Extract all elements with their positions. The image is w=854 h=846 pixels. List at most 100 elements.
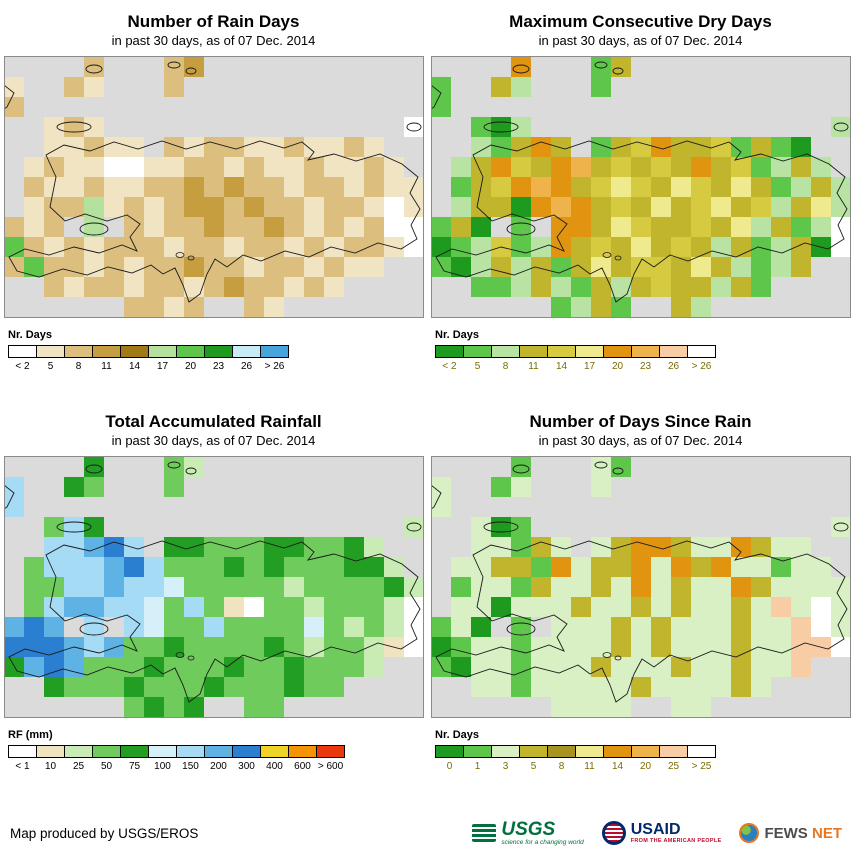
raster-cell (323, 556, 344, 577)
raster-cell (183, 216, 204, 237)
raster-cell (610, 236, 631, 257)
raster-cell (23, 176, 44, 197)
raster-cell (570, 176, 591, 197)
raster-cell (550, 596, 571, 617)
raster-cell (143, 596, 164, 617)
raster-cell (810, 176, 831, 197)
raster-cell (243, 696, 264, 717)
legend-label: 14 (611, 760, 624, 772)
raster-cell (243, 216, 264, 237)
raster-cell (163, 576, 184, 597)
raster-cell (263, 296, 284, 317)
raster-cell (263, 136, 284, 157)
legend-class: 3 (491, 744, 520, 772)
raster-cell (323, 236, 344, 257)
raster-cell (510, 656, 531, 677)
raster-cell (363, 156, 384, 177)
raster-cell (550, 136, 571, 157)
legend-strip: < 2 5 8 11 14 17 20 23 26 > 26 (435, 344, 851, 372)
usaid-tagline: FROM THE AMERICAN PEOPLE (630, 838, 722, 844)
raster-cell (470, 636, 491, 657)
raster-cell (323, 576, 344, 597)
raster-cell (63, 136, 84, 157)
raster-cell (810, 596, 831, 617)
fewsnet-wordmark-net: NET (812, 824, 842, 842)
raster-cell (43, 536, 64, 557)
raster-cell (383, 616, 404, 637)
raster-cell (143, 216, 164, 237)
raster-cell (690, 616, 711, 637)
legend-swatch (631, 344, 660, 358)
raster-cell (790, 636, 811, 657)
raster-cell (710, 216, 731, 237)
raster-cell (590, 696, 611, 717)
raster-cell (650, 656, 671, 677)
raster-cell (163, 636, 184, 657)
raster-cell (670, 636, 691, 657)
legend-class: 23 (204, 344, 233, 372)
legend-title: Nr. Days (8, 328, 53, 341)
raster-cell (610, 216, 631, 237)
legend-label: 17 (156, 360, 169, 372)
raster-cell (490, 596, 511, 617)
legend-swatch (687, 744, 716, 758)
legend-class: 11 (92, 344, 121, 372)
raster-cell (570, 296, 591, 317)
raster-cell (323, 536, 344, 557)
raster-cell (630, 616, 651, 637)
raster-cell (263, 576, 284, 597)
raster-cell (630, 256, 651, 277)
raster-cell (470, 516, 491, 537)
raster-cell (103, 276, 124, 297)
raster-cell (23, 576, 44, 597)
legend-swatch (8, 344, 37, 358)
raster-cell (510, 116, 531, 137)
raster-cell (431, 476, 451, 497)
raster-cell (630, 276, 651, 297)
raster-cell (650, 256, 671, 277)
raster-cell (163, 276, 184, 297)
raster-cell (670, 196, 691, 217)
raster-cell (243, 256, 264, 277)
raster-cell (123, 676, 144, 697)
legend-swatch (148, 344, 177, 358)
raster-cell (103, 176, 124, 197)
legend-label: 400 (266, 760, 283, 772)
legend-label: 14 (128, 360, 141, 372)
raster-cell (431, 256, 451, 277)
legend-swatch (435, 344, 464, 358)
raster-cell (343, 576, 364, 597)
legend-swatch (491, 744, 520, 758)
raster-cell (710, 596, 731, 617)
raster-cell (263, 616, 284, 637)
raster-cell (283, 276, 304, 297)
panel-total-rainfall: Total Accumulated Rainfall in past 30 da… (0, 404, 427, 804)
legend-strip: 0 1 3 5 8 11 14 20 25 > 25 (435, 744, 851, 772)
raster-cell (183, 56, 204, 77)
raster-cell (690, 156, 711, 177)
usgs-wordmark: USGS (501, 819, 556, 840)
legend-label: 300 (238, 760, 255, 772)
raster-cell (103, 256, 124, 277)
raster-cell (143, 636, 164, 657)
map-credit: Map produced by USGS/EROS (10, 825, 199, 841)
legend-label: 100 (154, 760, 171, 772)
raster-cell (43, 576, 64, 597)
legend-label: 25 (72, 760, 85, 772)
raster-cell (203, 196, 224, 217)
raster-cell (670, 296, 691, 317)
legend-class: > 600 (316, 744, 345, 772)
raster-cell (830, 216, 850, 237)
raster-cell (63, 176, 84, 197)
legend-class: 25 (659, 744, 688, 772)
raster-cell (203, 656, 224, 677)
raster-cell (223, 636, 244, 657)
raster-cell (123, 536, 144, 557)
raster-cell (510, 256, 531, 277)
raster-cell (750, 156, 771, 177)
raster-cell (283, 656, 304, 677)
raster-cell (730, 256, 751, 277)
usaid-logo: USAID FROM THE AMERICAN PEOPLE (601, 821, 722, 845)
raster-cell (570, 696, 591, 717)
raster-cell (83, 576, 104, 597)
